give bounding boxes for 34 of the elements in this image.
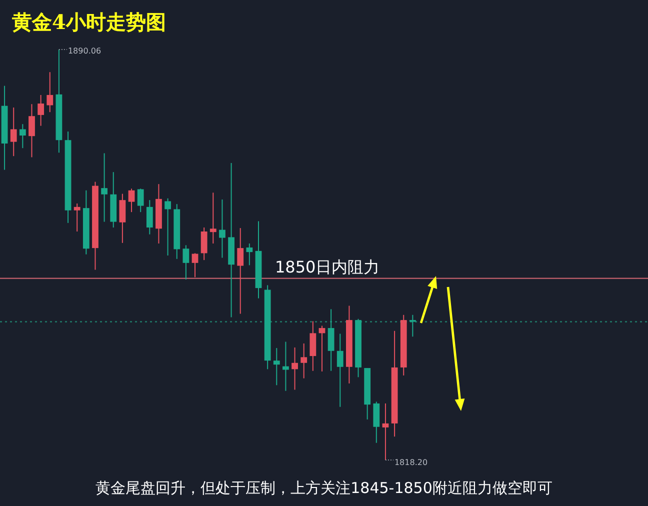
candlestick [146, 200, 153, 235]
candlestick [19, 124, 26, 149]
candlestick [46, 72, 54, 113]
candlestick [328, 308, 334, 372]
candlestick [128, 188, 135, 213]
candlestick [318, 325, 326, 372]
candlestick [382, 402, 389, 460]
candlestick [219, 199, 226, 258]
candlestick [273, 348, 280, 386]
text: 黄金尾盘回升，但处于压制，上方关注1845-1850附近阻力做空即可 [96, 479, 552, 497]
candlestick [10, 107, 17, 157]
candlestick [28, 104, 35, 158]
candlestick [210, 192, 216, 244]
candlestick [300, 342, 308, 379]
ref-line-label: 1850日内阻力 [275, 257, 380, 276]
candlestick [310, 320, 316, 372]
candlestick [101, 152, 108, 222]
candlestick [182, 244, 190, 280]
candlestick [409, 314, 416, 338]
candlestick [137, 188, 144, 213]
candlestick [38, 94, 44, 126]
candlestick [200, 227, 208, 261]
candlestick [74, 203, 80, 232]
candlestick [164, 198, 171, 256]
candlestick [373, 401, 380, 444]
annotation: 1890.06 [68, 46, 102, 56]
candlestick [237, 228, 244, 314]
candlestick [292, 346, 298, 390]
chart-title: 黄金4小时走势图 [11, 10, 166, 34]
candlestick [336, 333, 344, 408]
candlestick [119, 193, 126, 244]
annotation: 1818.20 [394, 458, 428, 467]
candlestick [192, 252, 198, 278]
candlestick [246, 242, 253, 266]
